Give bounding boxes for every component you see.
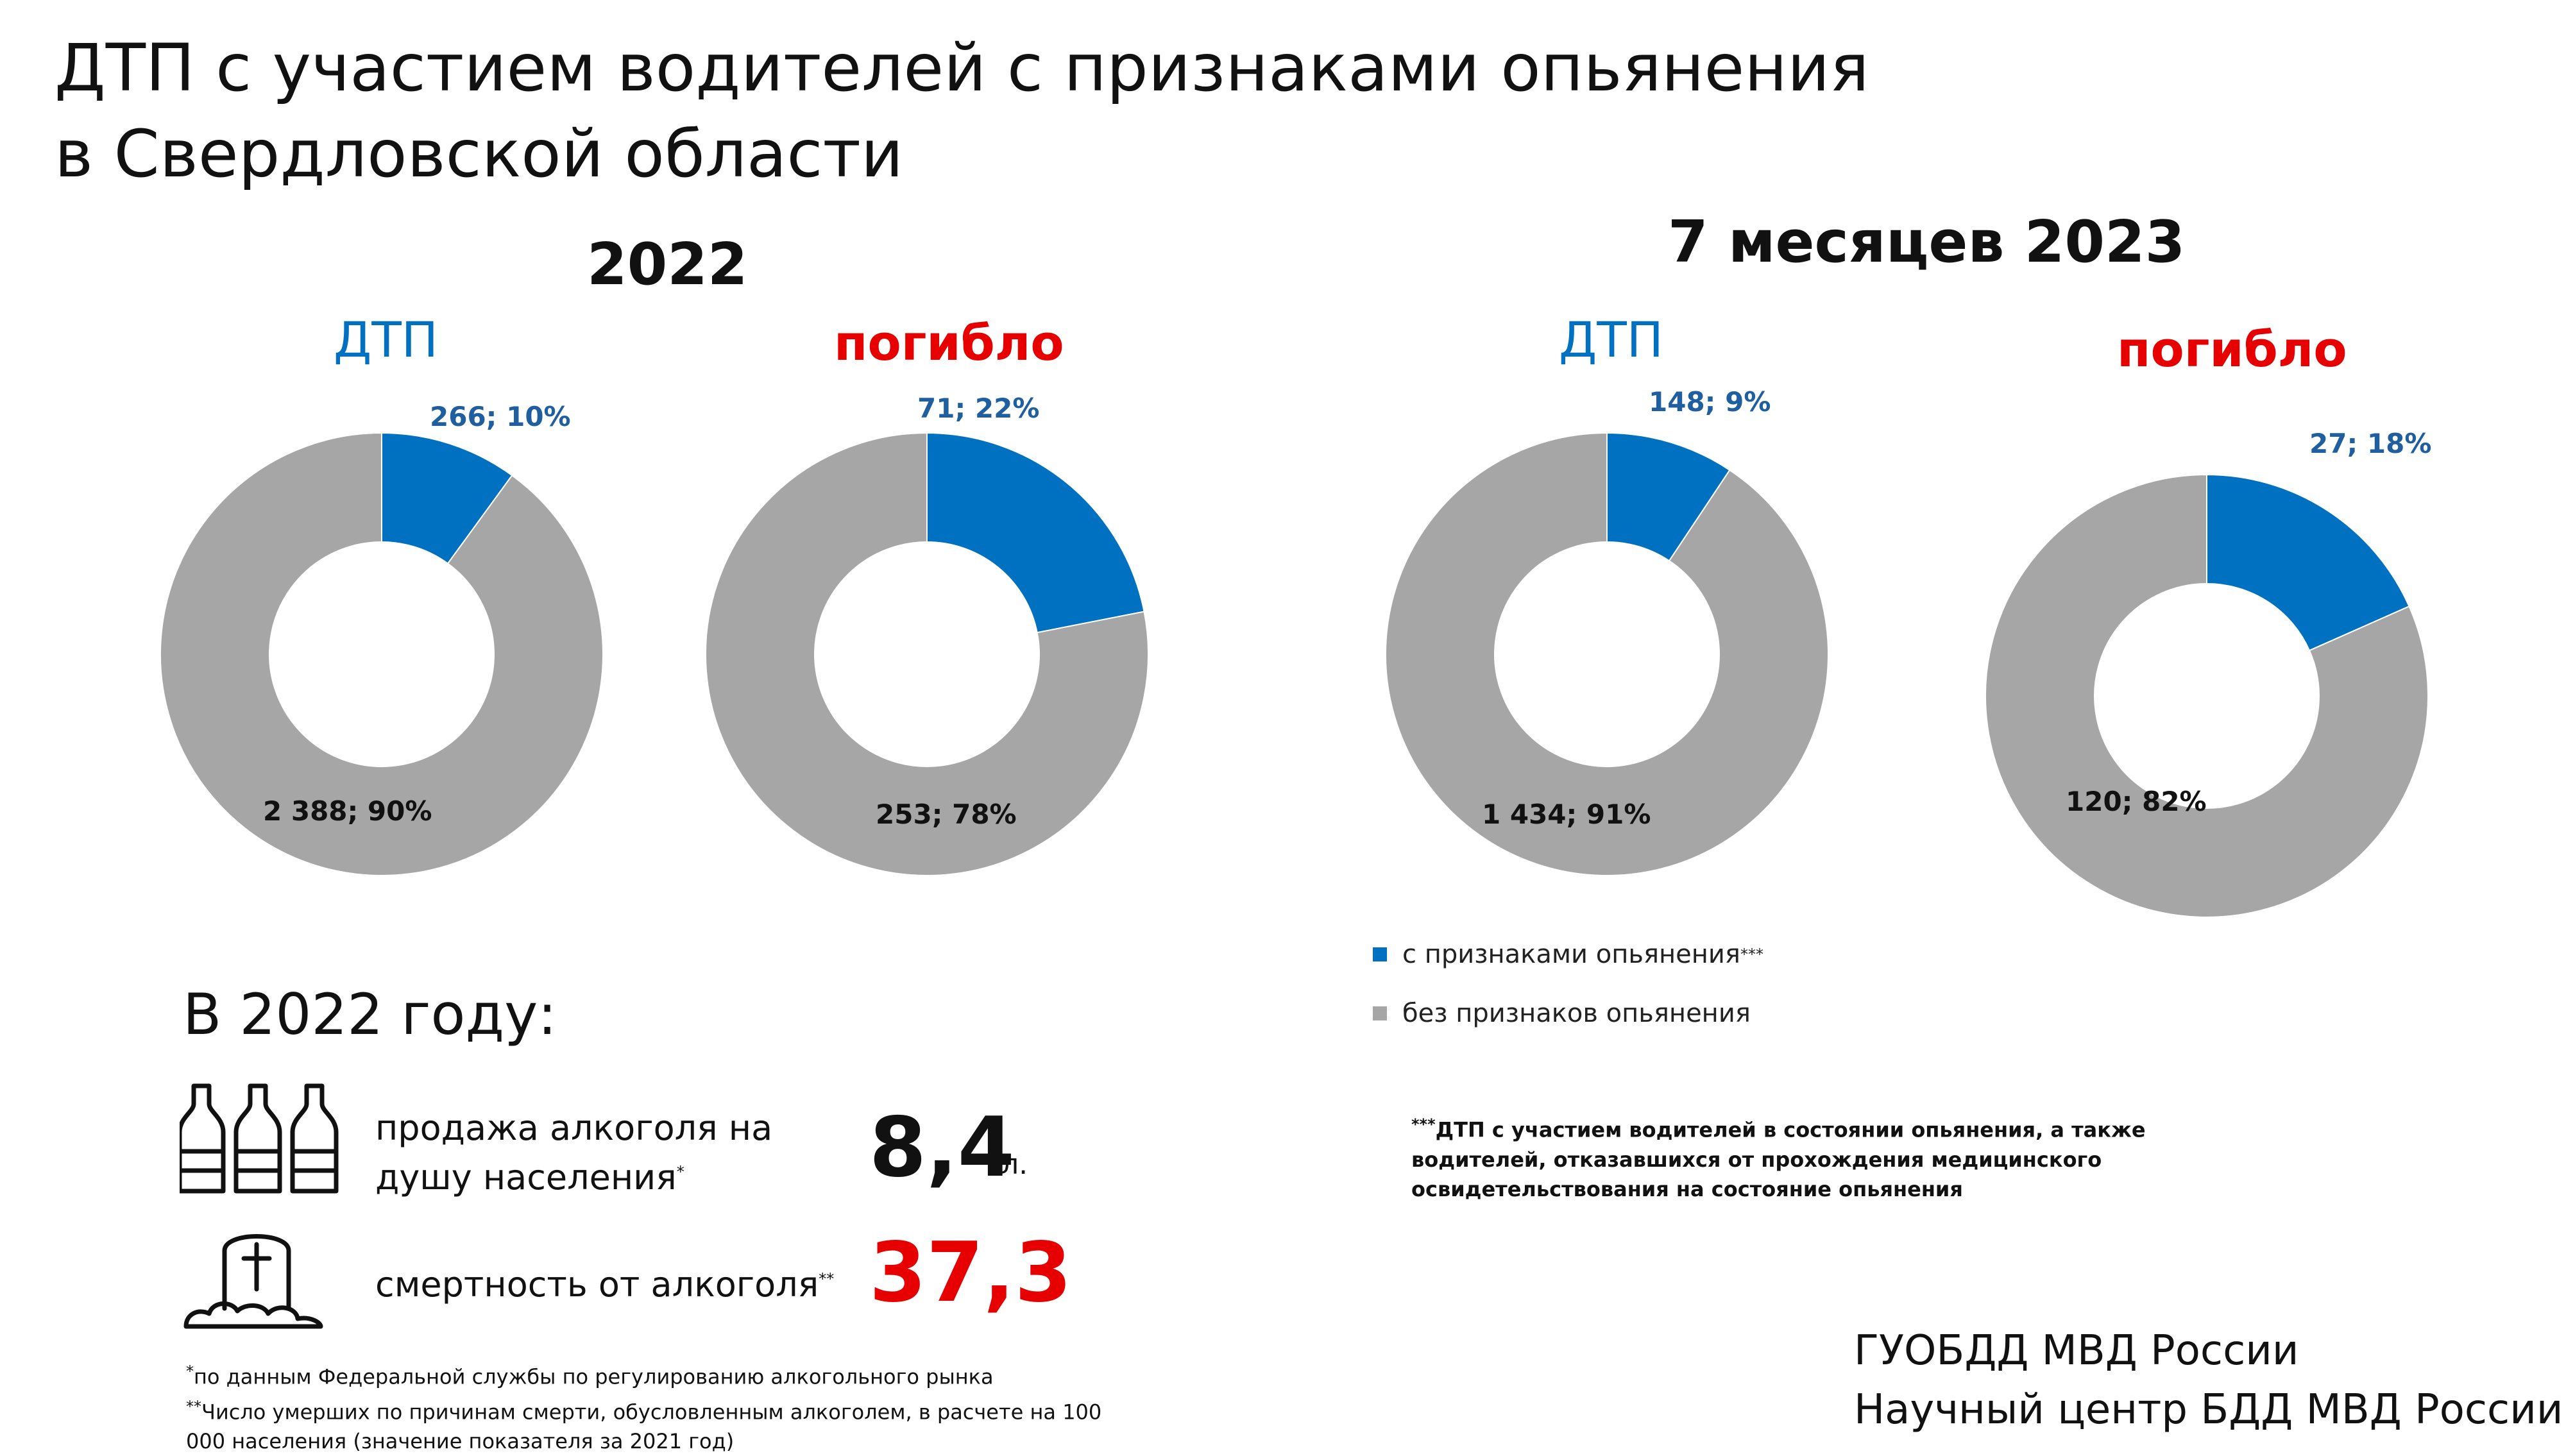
stats-heading: В 2022 году:	[183, 981, 557, 1047]
source-credit: ГУОБДД МВД России Научный центр БДД МВД …	[1854, 1321, 2563, 1439]
footnote-drunk-definition: ***ДТП с участием водителей в состоянии …	[1411, 1110, 2245, 1204]
legend-item-sober: без признаков опьянения	[1373, 999, 1763, 1028]
footnote-mark: ***	[1411, 1115, 1436, 1133]
chart-title-deaths-2022: погибло	[834, 314, 1064, 371]
chart-title-deaths-2023: погибло	[2117, 321, 2347, 378]
stat-unit-alcohol-sales: л.	[1001, 1148, 1028, 1181]
page-title: ДТП с участием водителей с признаками оп…	[55, 26, 1869, 198]
chart-title-dtp-2022: ДТП	[334, 311, 438, 368]
legend: с признаками опьянения *** без признаков …	[1373, 940, 1763, 1028]
donut-slice-sober	[160, 432, 604, 876]
note-sales-source: *по данным Федеральной службы по регулир…	[186, 1357, 1116, 1392]
legend-swatch-blue	[1373, 947, 1387, 961]
chart-title-dtp-2023: ДТП	[1559, 311, 1663, 368]
data-label-dtp-2022-sober: 2 388; 90%	[263, 795, 432, 827]
donut-slice-drunk	[2206, 473, 2410, 652]
bottles-icon	[180, 1083, 339, 1194]
stat-value-alcohol-sales: 8,4	[869, 1100, 1015, 1196]
legend-label-drunk: с признаками опьянения	[1402, 940, 1740, 969]
donut-slice-sober	[705, 432, 1149, 876]
grave-icon	[183, 1234, 323, 1329]
data-label-deaths-2022-drunk: 71; 22%	[917, 393, 1040, 424]
donut-slice-sober	[1985, 473, 2429, 918]
stat-value-alcohol-mortality: 37,3	[869, 1225, 1072, 1321]
source-line1: ГУОБДД МВД России	[1854, 1327, 2299, 1375]
stat-label-alcohol-sales-line2: душу населения	[375, 1157, 677, 1198]
donut-chart-dtp-2022	[160, 432, 604, 876]
donut-chart-deaths-2022	[705, 432, 1149, 876]
donut-chart-dtp-2023	[1385, 432, 1829, 876]
legend-item-drunk: с признаками опьянения ***	[1373, 940, 1763, 969]
note-mortality-definition: **Число умерших по причинам смерти, обус…	[186, 1392, 1116, 1456]
data-label-dtp-2023-drunk: 148; 9%	[1649, 386, 1771, 418]
year-heading-2022: 2022	[587, 231, 748, 298]
stat-label-alcohol-sales-line1: продажа алкоголя на	[375, 1108, 773, 1148]
legend-label-sober: без признаков опьянения	[1402, 999, 1751, 1028]
source-line2: Научный центр БДД МВД России	[1854, 1386, 2563, 1434]
legend-sup-drunk: ***	[1740, 945, 1763, 963]
stat-sup-alcohol-mortality: **	[819, 1270, 835, 1288]
note-sales-text: по данным Федеральной службы по регулиро…	[194, 1364, 994, 1389]
stat-label-alcohol-mortality: смертность от алкоголя**	[375, 1257, 834, 1307]
data-label-deaths-2023-sober: 120; 82%	[2066, 786, 2207, 817]
note-sales-mark: *	[186, 1362, 194, 1380]
year-heading-2023: 7 месяцев 2023	[1668, 208, 2186, 276]
footnote-definition-text: ДТП с участием водителей в состоянии опь…	[1411, 1117, 2146, 1201]
donut-slice-drunk	[381, 432, 513, 564]
donut-slice-sober	[1385, 432, 1829, 876]
legend-swatch-gray	[1373, 1006, 1387, 1020]
stat-label-alcohol-mortality-text: смертность от алкоголя	[375, 1264, 819, 1305]
note-mortality-mark: **	[186, 1397, 201, 1416]
note-mortality-text: Число умерших по причинам смерти, обусло…	[186, 1400, 1102, 1454]
donut-slice-drunk	[926, 432, 1145, 634]
data-label-dtp-2022-drunk: 266; 10%	[430, 401, 571, 432]
data-label-deaths-2023-drunk: 27; 18%	[2309, 428, 2432, 459]
stat-sup-alcohol-sales: *	[676, 1163, 684, 1181]
donut-chart-deaths-2023	[1985, 473, 2429, 918]
page-title-line1: ДТП с участием водителей с признаками оп…	[55, 30, 1869, 106]
data-label-deaths-2022-sober: 253; 78%	[876, 799, 1017, 830]
bottom-notes: *по данным Федеральной службы по регулир…	[186, 1357, 1116, 1456]
data-label-dtp-2023-sober: 1 434; 91%	[1482, 799, 1651, 830]
page-title-line2: в Свердловской области	[55, 116, 904, 192]
stat-label-alcohol-sales: продажа алкоголя на душу населения*	[375, 1106, 772, 1199]
